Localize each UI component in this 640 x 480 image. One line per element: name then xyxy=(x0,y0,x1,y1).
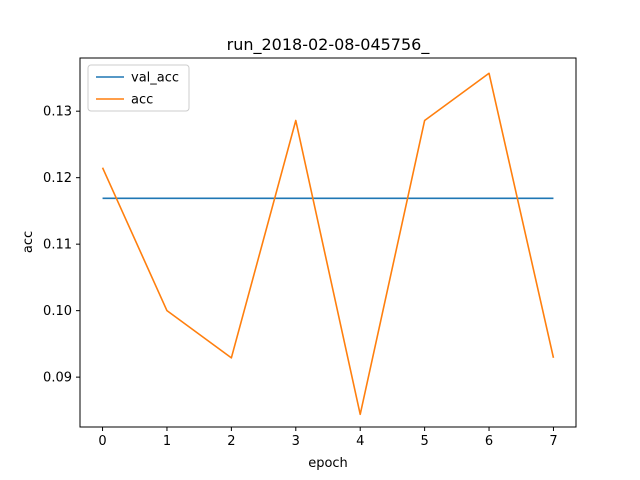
x-tick-label: 4 xyxy=(356,434,364,449)
x-tick-label: 2 xyxy=(227,434,235,449)
y-tick-label: 0.09 xyxy=(43,371,72,386)
x-tick-label: 7 xyxy=(549,434,557,449)
y-tick-label: 0.12 xyxy=(43,171,72,186)
y-tick-label: 0.13 xyxy=(43,105,72,120)
x-tick-label: 0 xyxy=(98,434,106,449)
x-tick-label: 5 xyxy=(420,434,428,449)
plot-frame xyxy=(79,57,577,428)
x-tick-label: 1 xyxy=(163,434,171,449)
plot-area xyxy=(80,58,576,427)
series-layer xyxy=(101,72,555,416)
x-axis-label: epoch xyxy=(308,456,348,471)
x-tick-label: 6 xyxy=(485,434,493,449)
y-axis-ticks: 0.09 0.10 0.11 0.12 0.13 xyxy=(43,105,80,386)
x-axis-ticks: 0 1 2 3 4 5 6 7 xyxy=(98,427,558,449)
y-tick-label: 0.11 xyxy=(43,238,72,253)
chart-title: run_2018-02-08-045756_ xyxy=(227,35,431,55)
legend-label: val_acc xyxy=(131,71,179,86)
y-tick-label: 0.10 xyxy=(43,304,72,319)
y-axis-label: acc xyxy=(21,231,36,253)
legend-label: acc xyxy=(131,93,153,108)
series-line-acc xyxy=(101,72,555,416)
x-tick-label: 3 xyxy=(292,434,300,449)
